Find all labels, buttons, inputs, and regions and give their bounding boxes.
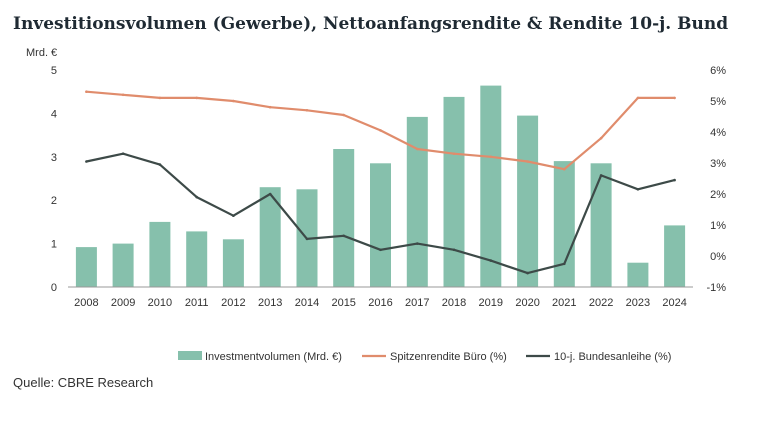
point-2-2015 [342, 234, 346, 238]
point-1-2018 [452, 152, 456, 155]
bar-2010 [149, 221, 171, 287]
bar-2020 [517, 115, 539, 287]
x-tick-label: 2014 [295, 297, 319, 309]
bar-2024 [664, 225, 686, 287]
point-1-2023 [636, 96, 640, 100]
point-2-2011 [195, 195, 198, 199]
point-1-2017 [416, 147, 419, 151]
x-tick-label: 2023 [626, 297, 650, 309]
point-2-2009 [121, 152, 125, 155]
bar-2008 [75, 247, 97, 287]
legend-label: Investmentvolumen (Mrd. €) [205, 351, 342, 363]
point-2-2021 [563, 262, 566, 266]
left-tick-label: 1 [51, 239, 57, 251]
point-2-2022 [599, 174, 603, 177]
point-2-2010 [158, 163, 162, 166]
point-2-2008 [85, 160, 88, 163]
right-tick-label: 0% [710, 251, 726, 263]
bar-2019 [480, 85, 502, 287]
left-axis-unit: Mrd. € [26, 47, 57, 59]
x-tick-label: 2017 [405, 297, 429, 309]
point-1-2008 [85, 90, 88, 93]
bars-layer [75, 85, 686, 288]
right-tick-label: 5% [710, 96, 726, 108]
bar-2021 [553, 161, 575, 287]
point-2-2014 [305, 237, 309, 241]
point-1-2020 [526, 160, 529, 163]
point-1-2022 [599, 136, 603, 140]
legend-label: Spitzenrendite Büro (%) [390, 351, 507, 363]
x-tick-label: 2022 [589, 297, 613, 309]
legend-swatch-bar [178, 351, 202, 360]
lines-layer [85, 90, 676, 275]
bar-2016 [370, 163, 391, 287]
point-2-2016 [379, 248, 382, 252]
point-2-2023 [636, 188, 640, 191]
bar-2011 [186, 231, 208, 287]
point-2-2012 [232, 214, 235, 217]
point-1-2012 [232, 99, 235, 103]
bar-2017 [406, 116, 428, 288]
x-tick-label: 2010 [148, 297, 172, 309]
point-1-2024 [673, 96, 676, 100]
bar-2022 [590, 163, 612, 287]
point-1-2009 [121, 93, 125, 97]
x-tick-label: 2016 [368, 297, 392, 309]
x-tick-label: 2011 [185, 297, 209, 309]
left-tick-label: 4 [51, 108, 57, 120]
point-2-2017 [416, 242, 419, 245]
x-tick-label: 2012 [221, 297, 245, 309]
bar-2012 [222, 239, 244, 287]
point-2-2013 [268, 192, 272, 196]
x-tick-label: 2013 [258, 297, 282, 309]
left-tick-label: 3 [51, 152, 57, 164]
bar-2023 [627, 262, 649, 287]
right-tick-label: 3% [710, 158, 726, 170]
point-2-2024 [673, 178, 676, 182]
bar-2013 [259, 187, 281, 287]
right-tick-label: 2% [710, 189, 726, 201]
point-2-2020 [526, 271, 529, 275]
point-1-2021 [563, 167, 566, 171]
point-1-2010 [158, 96, 162, 100]
x-tick-label: 2021 [552, 297, 576, 309]
left-tick-label: 2 [51, 195, 57, 207]
left-tick-label: 5 [51, 65, 57, 77]
right-tick-label: 4% [710, 127, 726, 139]
point-1-2013 [268, 105, 272, 109]
x-tick-label: 2024 [662, 297, 686, 309]
point-1-2019 [489, 155, 493, 159]
point-1-2014 [305, 109, 309, 112]
bar-2009 [112, 243, 134, 287]
source-note: Quelle: CBRE Research [13, 375, 154, 390]
chart-title: Investitionsvolumen (Gewerbe), Nettoanfa… [13, 14, 729, 34]
point-1-2015 [342, 113, 346, 117]
x-tick-label: 2018 [442, 297, 466, 309]
bar-2018 [443, 96, 465, 288]
axis-layer: 0 1 2 3 4 5 Mrd. € -1% 0% 1% 2% 3% 4% 5% 6% 2008 2009 201… [26, 47, 726, 309]
legend-layer: Investmentvolumen (Mrd. €) Spitzenrendite… [178, 351, 671, 363]
right-tick-label: -1% [706, 282, 726, 294]
point-1-2016 [379, 129, 382, 132]
x-tick-label: 2009 [111, 297, 135, 309]
left-tick-label: 0 [51, 282, 57, 294]
point-1-2011 [195, 96, 198, 100]
point-2-2018 [452, 248, 456, 252]
point-2-2019 [489, 259, 493, 262]
x-tick-label: 2015 [331, 297, 355, 309]
right-tick-label: 1% [710, 220, 726, 232]
right-tick-label: 6% [710, 65, 726, 77]
x-tick-label: 2019 [479, 297, 503, 309]
bar-2015 [333, 149, 355, 287]
x-tick-label: 2020 [515, 297, 539, 309]
legend-label: 10-j. Bundesanleihe (%) [554, 351, 671, 363]
x-tick-label: 2008 [74, 297, 98, 309]
